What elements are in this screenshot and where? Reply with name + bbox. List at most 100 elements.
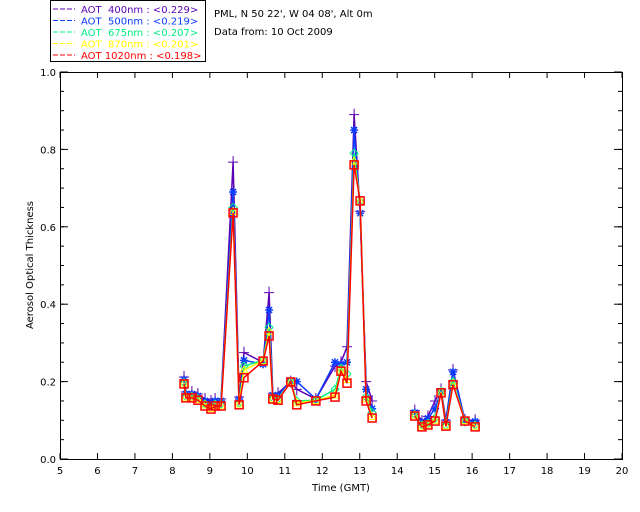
- triangle-marker: [441, 420, 451, 430]
- x-tick-label: 5: [57, 466, 63, 477]
- y-tick-label: 0.2: [40, 378, 56, 389]
- x-tick-label: 14: [391, 466, 404, 477]
- square-marker: [430, 416, 440, 426]
- square-marker: [355, 196, 365, 206]
- x-tick-label: 17: [503, 466, 516, 477]
- legend-entry: AOT 675nm : <0.207>: [81, 28, 198, 39]
- legend: AOT 400nm : <0.229>AOT 500nm : <0.219>AO…: [53, 5, 201, 62]
- triangle-marker: [409, 410, 420, 419]
- square-marker: [436, 388, 446, 398]
- y-axis-label: Aerosol Optical Thickness: [25, 201, 36, 329]
- legend-entry: AOT 400nm : <0.229>: [81, 5, 198, 16]
- legend-entry: AOT 500nm : <0.219>: [81, 17, 198, 28]
- series-line: [183, 164, 476, 428]
- x-tick-label: 9: [207, 466, 213, 477]
- legend-entry: AOT 1020nm : <0.198>: [81, 51, 201, 62]
- plus-marker: [349, 108, 360, 121]
- square-marker: [349, 160, 359, 170]
- triangle-marker: [367, 411, 377, 420]
- x-tick-label: 13: [353, 466, 366, 477]
- asterisk-marker: [423, 414, 432, 423]
- triangle-marker: [267, 393, 278, 403]
- square-marker: [441, 421, 451, 431]
- y-tick-label: 0.4: [40, 300, 56, 311]
- triangle-marker: [234, 399, 244, 408]
- square-marker: [234, 400, 244, 410]
- x-tick-label: 20: [616, 466, 629, 477]
- square-marker: [193, 395, 203, 405]
- x-tick-label: 12: [316, 466, 329, 477]
- triangle-marker: [430, 415, 440, 424]
- plot-area: [179, 108, 481, 432]
- square-marker: [181, 393, 191, 403]
- triangle-marker: [264, 326, 274, 335]
- square-marker: [273, 395, 283, 405]
- triangle-marker: [258, 355, 268, 365]
- square-marker: [417, 422, 427, 432]
- legend-box: [50, 0, 206, 62]
- square-marker: [410, 411, 420, 421]
- triangle-marker: [460, 415, 470, 425]
- y-tick-label: 0.6: [40, 223, 56, 234]
- square-marker: [286, 377, 296, 387]
- plus-marker: [264, 286, 275, 299]
- plot-frame: [60, 72, 623, 460]
- square-marker: [264, 331, 274, 341]
- square-marker: [342, 378, 352, 388]
- square-marker: [292, 400, 302, 410]
- x-tick-label: 7: [132, 466, 138, 477]
- date-info: Data from: 10 Oct 2009: [214, 27, 333, 38]
- square-marker: [210, 401, 220, 411]
- x-tick-label: 8: [169, 466, 175, 477]
- series-aot-500nm: [180, 126, 480, 427]
- square-marker: [200, 401, 210, 411]
- square-marker: [336, 366, 346, 376]
- x-tick-label: 10: [241, 466, 254, 477]
- square-marker: [330, 392, 340, 402]
- series-aot-870nm: [179, 156, 480, 430]
- asterisk-marker: [265, 306, 274, 315]
- diamond-marker: [460, 415, 470, 426]
- square-marker: [448, 379, 458, 390]
- series-line: [183, 114, 476, 423]
- square-marker: [216, 401, 226, 411]
- asterisk-marker: [350, 126, 359, 135]
- series-line: [183, 130, 476, 424]
- asterisk-marker: [431, 404, 440, 413]
- y-tick-label: 0.0: [40, 455, 56, 466]
- x-tick-label: 11: [278, 466, 291, 477]
- square-marker: [361, 396, 371, 406]
- square-marker: [228, 208, 238, 218]
- square-marker: [460, 416, 470, 426]
- asterisk-marker: [311, 395, 320, 404]
- square-marker: [258, 356, 268, 366]
- square-marker: [311, 396, 321, 406]
- x-axis-label: Time (GMT): [311, 483, 370, 494]
- x-tick-label: 18: [541, 466, 554, 477]
- plus-marker: [228, 156, 239, 169]
- x-tick-label: 16: [466, 466, 479, 477]
- square-marker: [239, 372, 249, 383]
- square-marker: [367, 413, 377, 423]
- triangle-marker: [291, 397, 302, 407]
- x-tick-label: 19: [578, 466, 591, 477]
- asterisk-marker: [331, 358, 340, 367]
- x-tick-label: 15: [428, 466, 441, 477]
- asterisk-marker: [239, 356, 248, 365]
- legend-entry: AOT 870nm : <0.201>: [81, 40, 198, 51]
- series-aot-400nm: [179, 108, 481, 428]
- asterisk-marker: [229, 187, 238, 196]
- x-tick-label: 6: [94, 466, 100, 477]
- diamond-marker: [311, 395, 321, 405]
- series-aot-1020nm: [179, 160, 480, 432]
- square-marker: [187, 393, 197, 403]
- y-tick-label: 1.0: [40, 68, 56, 79]
- square-marker: [179, 379, 189, 389]
- series-aot-675nm: [179, 148, 480, 430]
- asterisk-marker: [292, 377, 301, 386]
- axes: 5 6 7 8 9 10 11 12 13 14 15 16 17 18 19 20 0.0 0.2 0.4 0.6 0…: [40, 68, 628, 477]
- asterisk-marker: [449, 367, 458, 376]
- diamond-marker: [258, 355, 268, 366]
